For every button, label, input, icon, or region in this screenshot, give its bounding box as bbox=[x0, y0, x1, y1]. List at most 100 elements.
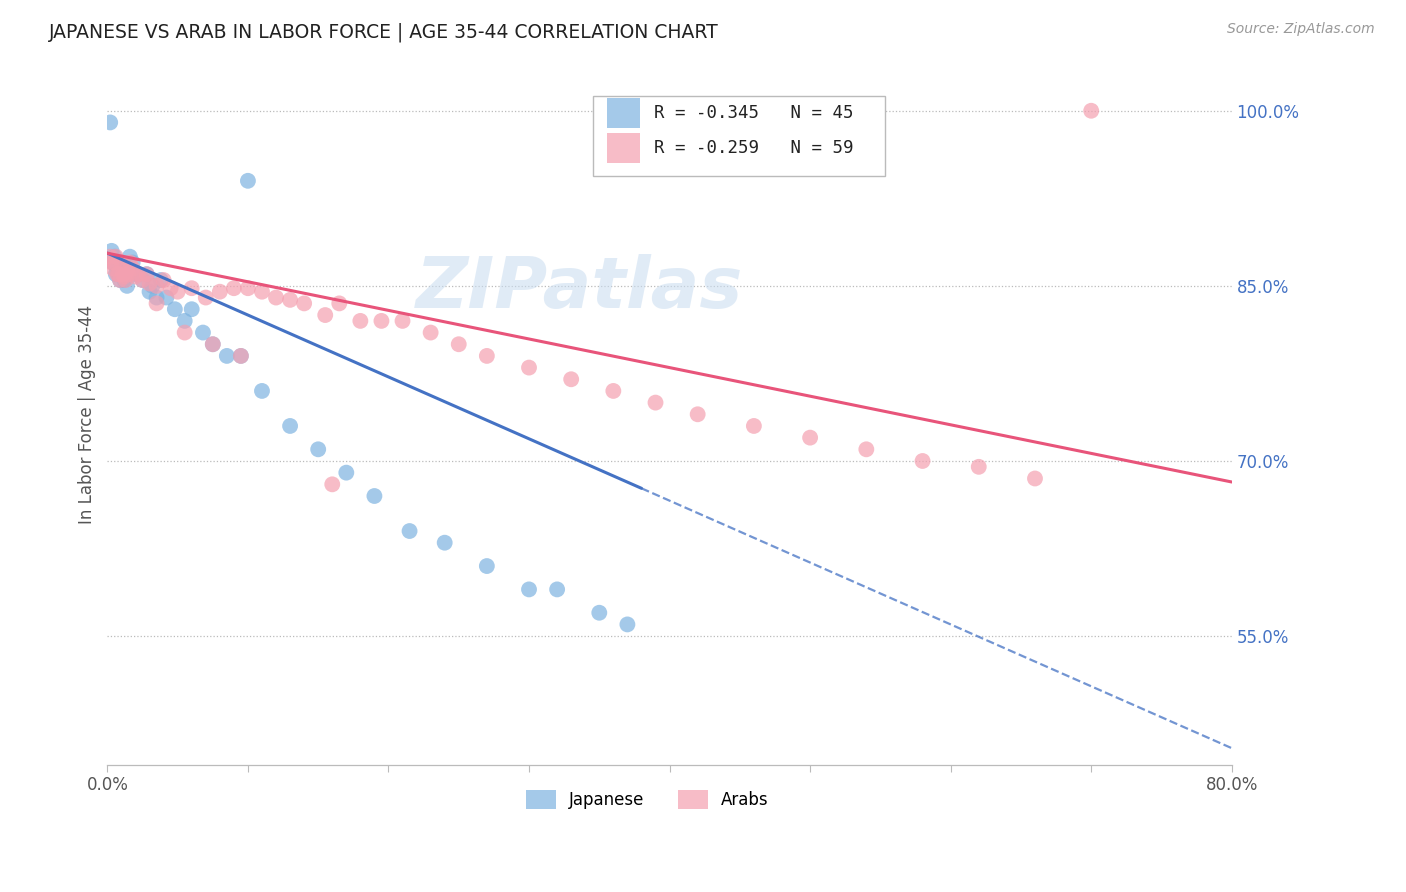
Point bbox=[110, 255, 132, 269]
Point bbox=[111, 267, 134, 281]
Point bbox=[201, 337, 224, 351]
Point bbox=[98, 115, 121, 129]
Point bbox=[517, 360, 540, 375]
Point bbox=[114, 273, 136, 287]
Point bbox=[314, 308, 336, 322]
Point bbox=[517, 582, 540, 597]
Point bbox=[250, 285, 273, 299]
Point bbox=[131, 273, 153, 287]
Point bbox=[145, 296, 167, 310]
Point bbox=[201, 337, 224, 351]
Point bbox=[644, 395, 666, 409]
Point bbox=[118, 255, 141, 269]
FancyBboxPatch shape bbox=[606, 134, 640, 163]
Point bbox=[588, 606, 610, 620]
Point bbox=[111, 261, 134, 276]
Point bbox=[121, 255, 143, 269]
Point bbox=[264, 291, 287, 305]
Point bbox=[1024, 471, 1046, 485]
Point bbox=[141, 278, 163, 293]
Point bbox=[191, 326, 214, 340]
Legend: Japanese, Arabs: Japanese, Arabs bbox=[519, 783, 775, 815]
Point bbox=[194, 291, 217, 305]
Point bbox=[328, 296, 350, 310]
FancyBboxPatch shape bbox=[593, 95, 886, 176]
Point bbox=[108, 273, 131, 287]
Point bbox=[101, 261, 124, 276]
Point bbox=[321, 477, 343, 491]
Point bbox=[391, 314, 413, 328]
Point bbox=[799, 431, 821, 445]
Point bbox=[363, 489, 385, 503]
Point bbox=[173, 326, 195, 340]
Point bbox=[104, 267, 127, 281]
Point bbox=[135, 267, 157, 281]
Point bbox=[335, 466, 357, 480]
Point bbox=[616, 617, 638, 632]
Point bbox=[105, 267, 128, 281]
Point bbox=[215, 349, 238, 363]
Text: Source: ZipAtlas.com: Source: ZipAtlas.com bbox=[1227, 22, 1375, 37]
Point bbox=[236, 174, 259, 188]
Point bbox=[115, 278, 138, 293]
Point bbox=[292, 296, 315, 310]
Point bbox=[98, 250, 121, 264]
Point bbox=[117, 267, 139, 281]
Point bbox=[163, 302, 186, 317]
Text: R = -0.345   N = 45: R = -0.345 N = 45 bbox=[654, 104, 853, 122]
Point bbox=[602, 384, 624, 398]
Point bbox=[229, 349, 252, 363]
Point bbox=[173, 314, 195, 328]
Point bbox=[124, 269, 146, 284]
Point bbox=[686, 407, 709, 421]
Point bbox=[278, 419, 301, 434]
Point bbox=[121, 261, 143, 276]
Point bbox=[307, 442, 329, 457]
Point bbox=[107, 267, 129, 281]
Point bbox=[100, 255, 122, 269]
Point bbox=[349, 314, 371, 328]
Point bbox=[104, 250, 127, 264]
Point bbox=[112, 273, 135, 287]
Point bbox=[131, 273, 153, 287]
Point bbox=[229, 349, 252, 363]
Point bbox=[145, 278, 167, 293]
Point bbox=[180, 302, 202, 317]
Point bbox=[138, 277, 160, 291]
Point bbox=[546, 582, 568, 597]
Point bbox=[145, 291, 167, 305]
Point bbox=[855, 442, 877, 457]
Point bbox=[105, 261, 128, 276]
Point bbox=[135, 267, 157, 281]
Point bbox=[447, 337, 470, 351]
Point bbox=[250, 384, 273, 398]
Point bbox=[103, 255, 125, 269]
FancyBboxPatch shape bbox=[606, 98, 640, 128]
Point bbox=[180, 281, 202, 295]
Point bbox=[112, 269, 135, 284]
Point bbox=[433, 535, 456, 549]
Point bbox=[115, 261, 138, 276]
Point bbox=[370, 314, 392, 328]
Point bbox=[398, 524, 420, 538]
Point bbox=[107, 267, 129, 281]
Point bbox=[222, 281, 245, 295]
Point bbox=[475, 559, 498, 574]
Point bbox=[159, 281, 181, 295]
Point bbox=[127, 267, 149, 281]
Point bbox=[117, 267, 139, 281]
Point bbox=[101, 255, 124, 269]
Point bbox=[152, 273, 174, 287]
Point bbox=[110, 255, 132, 269]
Point bbox=[127, 267, 149, 281]
Text: ZIPatlas: ZIPatlas bbox=[416, 253, 744, 323]
Point bbox=[475, 349, 498, 363]
Point bbox=[124, 267, 146, 281]
Point bbox=[419, 326, 441, 340]
Point bbox=[742, 419, 765, 434]
Y-axis label: In Labor Force | Age 35-44: In Labor Force | Age 35-44 bbox=[79, 305, 96, 524]
Point bbox=[114, 267, 136, 281]
Text: JAPANESE VS ARAB IN LABOR FORCE | AGE 35-44 CORRELATION CHART: JAPANESE VS ARAB IN LABOR FORCE | AGE 35… bbox=[49, 22, 718, 42]
Point bbox=[208, 285, 231, 299]
Point bbox=[967, 459, 990, 474]
